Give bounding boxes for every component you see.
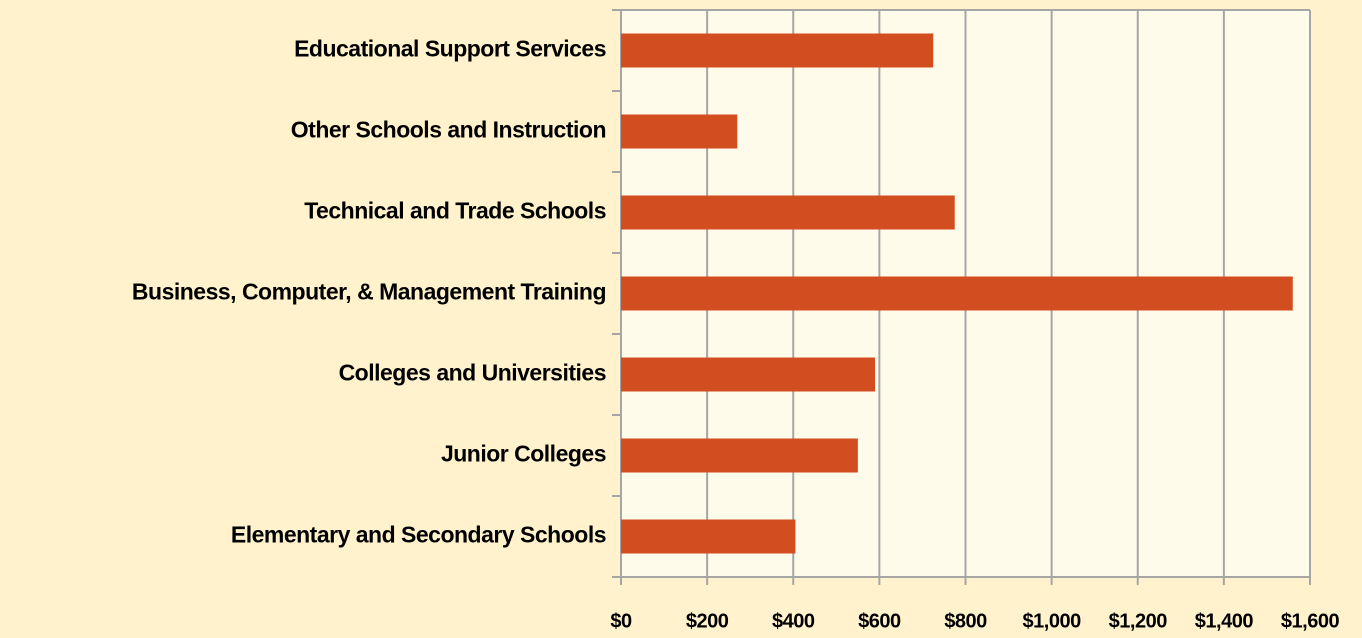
x-tick-label: $200 (686, 610, 729, 632)
y-tick-label: Colleges and Universities (339, 360, 606, 386)
x-tick-label: $1,200 (1109, 610, 1168, 632)
x-tick-label: $800 (944, 610, 987, 632)
bar (621, 357, 876, 392)
x-tick-label: $1,400 (1195, 610, 1254, 632)
y-tick-label: Junior Colleges (441, 441, 606, 467)
bar (621, 276, 1293, 311)
bar (621, 33, 934, 68)
bar (621, 519, 796, 554)
y-tick-label: Technical and Trade Schools (304, 198, 606, 224)
bar (621, 114, 738, 149)
x-tick-label: $1,600 (1281, 610, 1340, 632)
y-tick-label: Business, Computer, & Management Trainin… (132, 279, 606, 305)
x-tick-label: $0 (610, 610, 632, 632)
y-tick-label: Educational Support Services (294, 36, 606, 62)
x-tick-label: $1,000 (1023, 610, 1082, 632)
y-tick-label: Elementary and Secondary Schools (231, 522, 606, 548)
y-tick-label: Other Schools and Instruction (291, 117, 606, 143)
x-tick-label: $400 (772, 610, 815, 632)
bar (621, 438, 858, 473)
x-tick-label: $600 (858, 610, 901, 632)
bar (621, 195, 955, 230)
